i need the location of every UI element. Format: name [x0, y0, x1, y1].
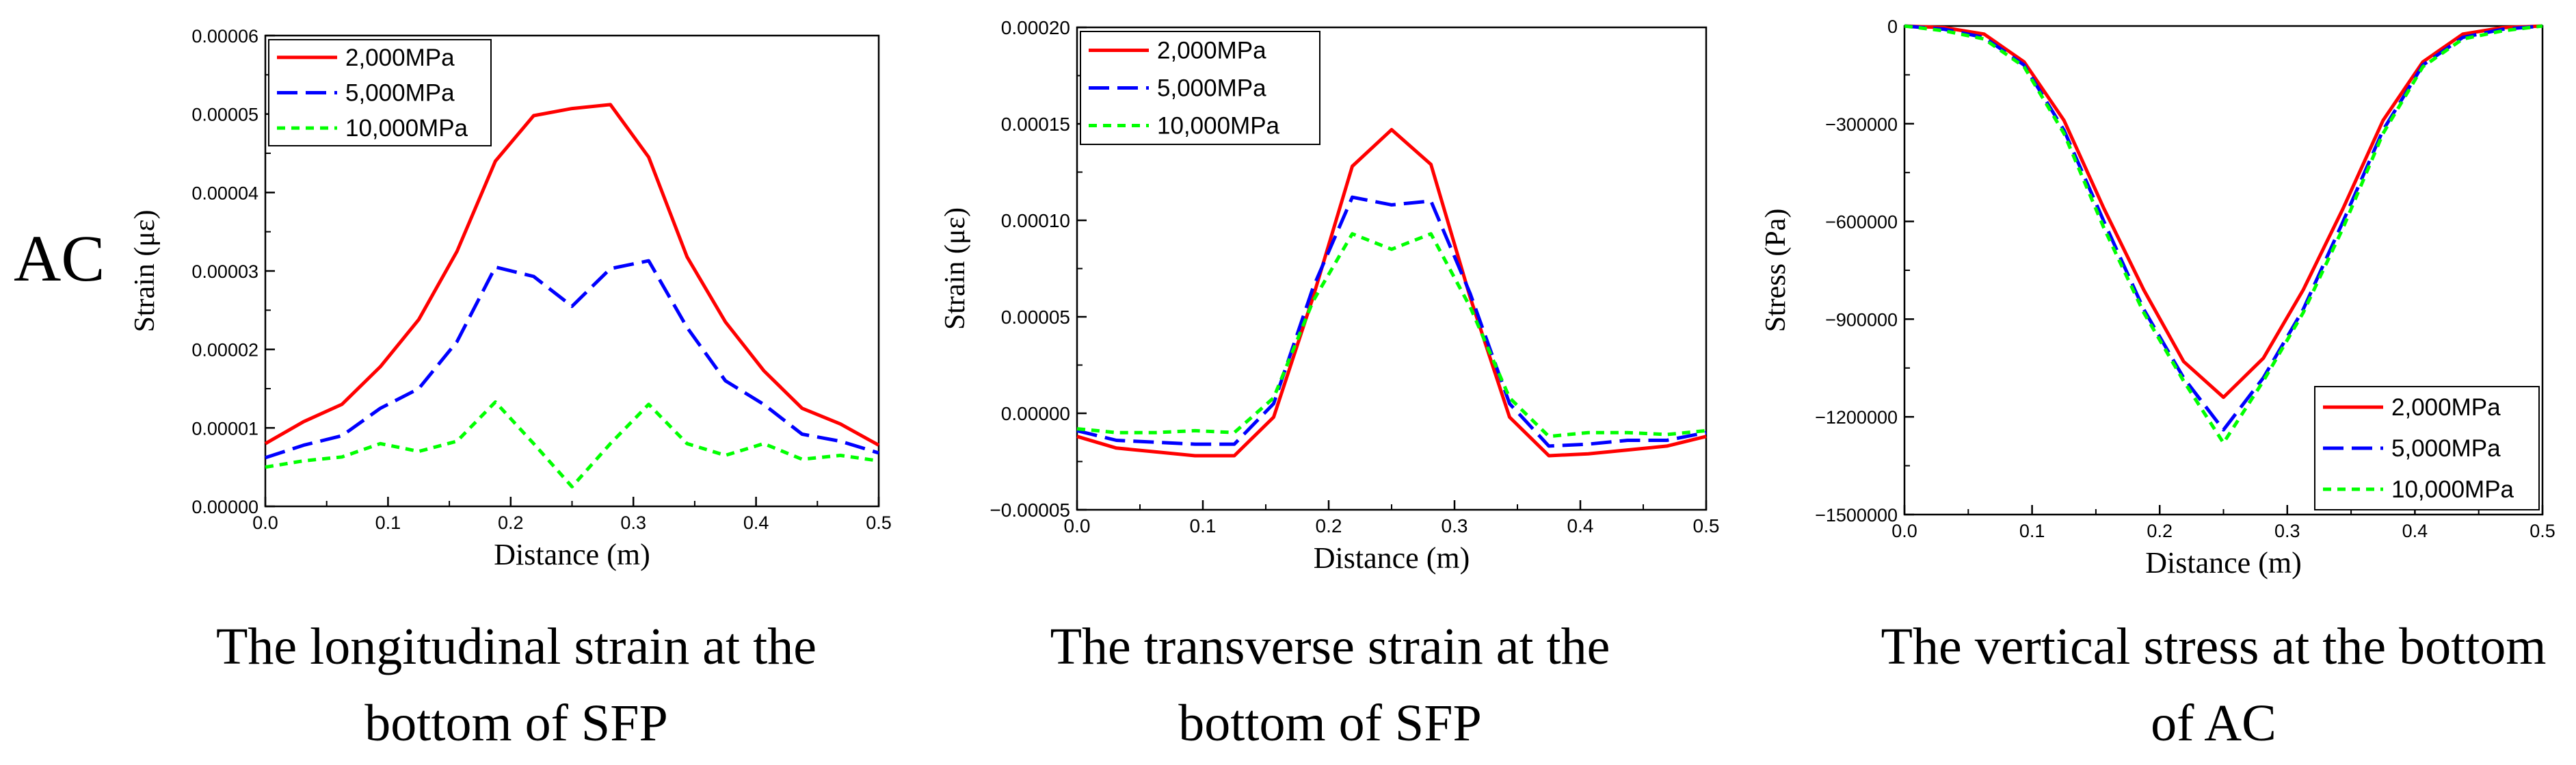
x-tick-label: 0.2	[498, 513, 524, 533]
series-line-5,000MPa	[1076, 195, 1707, 448]
caption-line: of AC	[2151, 695, 2276, 752]
x-tick-label: 0.5	[1693, 515, 1720, 536]
caption-line: bottom of SFP	[364, 695, 667, 752]
series-line-5,000MPa	[1904, 24, 2543, 432]
x-tick-label: 0.3	[1442, 515, 1468, 536]
series-line-2,000MPa	[264, 103, 880, 447]
y-tick-label: 0.00001	[191, 418, 258, 439]
chart-1: 0.0 0.1 0.2 0.3 0.4 0.5 0.00000 0.00001 0.00002 0…	[129, 26, 892, 752]
chart-2: 0.0 0.1 0.2 0.3 0.4 0.5 −0.00005 0.00000 0.00005…	[940, 17, 1719, 752]
y-tick-label: 0.00004	[191, 183, 258, 203]
legend-label: 2,000MPa	[1157, 38, 1266, 64]
legend: 2,000MPa 5,000MPa 10,000MPa	[268, 39, 492, 146]
y-tick-label: −900000	[1825, 309, 1898, 330]
x-tick-label: 0.1	[375, 513, 401, 533]
x-tick-label: 0.3	[620, 513, 646, 533]
series-line-10,000MPa	[1076, 232, 1707, 439]
series-line-10,000MPa	[1904, 24, 2543, 445]
y-tick-label: 0.00005	[1001, 307, 1070, 328]
legend-label: 2,000MPa	[2391, 394, 2501, 421]
legend-label: 5,000MPa	[1157, 75, 1266, 102]
x-tick-label: 0.4	[743, 513, 769, 533]
x-tick-label: 0.5	[2529, 521, 2555, 541]
legend-label: 5,000MPa	[345, 80, 455, 107]
y-tick-label: 0.00020	[1001, 17, 1070, 38]
x-tick-label: 0.0	[1891, 521, 1917, 541]
legend: 2,000MPa 5,000MPa 10,000MPa	[1080, 31, 1320, 145]
y-axis-label: Stress (Pa)	[1760, 209, 1792, 333]
y-axis-label: Strain (με)	[940, 207, 971, 330]
x-axis-label: Distance (m)	[1314, 541, 1470, 575]
x-tick-label: 0.0	[252, 513, 278, 533]
y-tick-label: −300000	[1825, 114, 1898, 135]
y-tick-label: 0.00002	[191, 340, 258, 361]
x-tick-label: 0.5	[866, 513, 892, 533]
y-axis-label: Strain (με)	[129, 210, 161, 333]
x-tick-label: 0.1	[1190, 515, 1217, 536]
caption-line: The vertical stress at the bottom	[1881, 618, 2547, 675]
caption-line: The longitudinal strain at the	[216, 618, 816, 675]
y-tick-label: −1200000	[1815, 407, 1898, 428]
y-tick-label: −0.00005	[990, 500, 1070, 521]
y-tick-label: 0.00005	[191, 105, 258, 125]
y-tick-label: 0	[1887, 16, 1898, 37]
x-tick-label: 0.4	[1567, 515, 1594, 536]
row-label: AC	[14, 222, 105, 295]
y-tick-label: 0.00000	[191, 497, 258, 517]
series-line-2,000MPa	[1076, 128, 1707, 458]
y-tick-label: 0.00006	[191, 26, 258, 47]
x-tick-label: 0.1	[2019, 521, 2045, 541]
x-axis-label: Distance (m)	[494, 538, 650, 571]
legend-label: 5,000MPa	[2391, 435, 2501, 462]
legend: 2,000MPa 5,000MPa 10,000MPa	[2314, 386, 2540, 510]
x-tick-label: 0.4	[2402, 521, 2428, 541]
legend-label: 10,000MPa	[2391, 476, 2514, 503]
x-tick-label: 0.2	[2147, 521, 2173, 541]
series-line-10,000MPa	[265, 400, 879, 489]
y-tick-label: −1500000	[1815, 505, 1898, 526]
caption-line: bottom of SFP	[1178, 695, 1481, 752]
caption-line: The transverse strain at the	[1050, 618, 1610, 675]
y-tick-label: 0.00003	[191, 261, 258, 282]
chart-3: 0.0 0.1 0.2 0.3 0.4 0.5 −1500000 −1200000 −90000…	[1760, 16, 2555, 752]
legend-label: 2,000MPa	[345, 44, 455, 71]
y-tick-label: −600000	[1825, 212, 1898, 233]
x-tick-label: 0.3	[2274, 521, 2300, 541]
x-tick-label: 0.2	[1316, 515, 1342, 536]
series-line-5,000MPa	[265, 259, 879, 460]
series-line-2,000MPa	[1904, 24, 2543, 400]
y-tick-label: 0.00010	[1001, 210, 1070, 231]
charts: 0.0 0.1 0.2 0.3 0.4 0.5 0.00000 0.00001 0.00002 0…	[129, 16, 2555, 752]
x-axis-label: Distance (m)	[2145, 546, 2301, 580]
legend-label: 10,000MPa	[345, 115, 468, 142]
x-tick-label: 0.0	[1064, 515, 1091, 536]
y-tick-label: 0.00015	[1001, 114, 1070, 135]
y-tick-label: 0.00000	[1001, 403, 1070, 424]
legend-label: 10,000MPa	[1157, 113, 1280, 140]
